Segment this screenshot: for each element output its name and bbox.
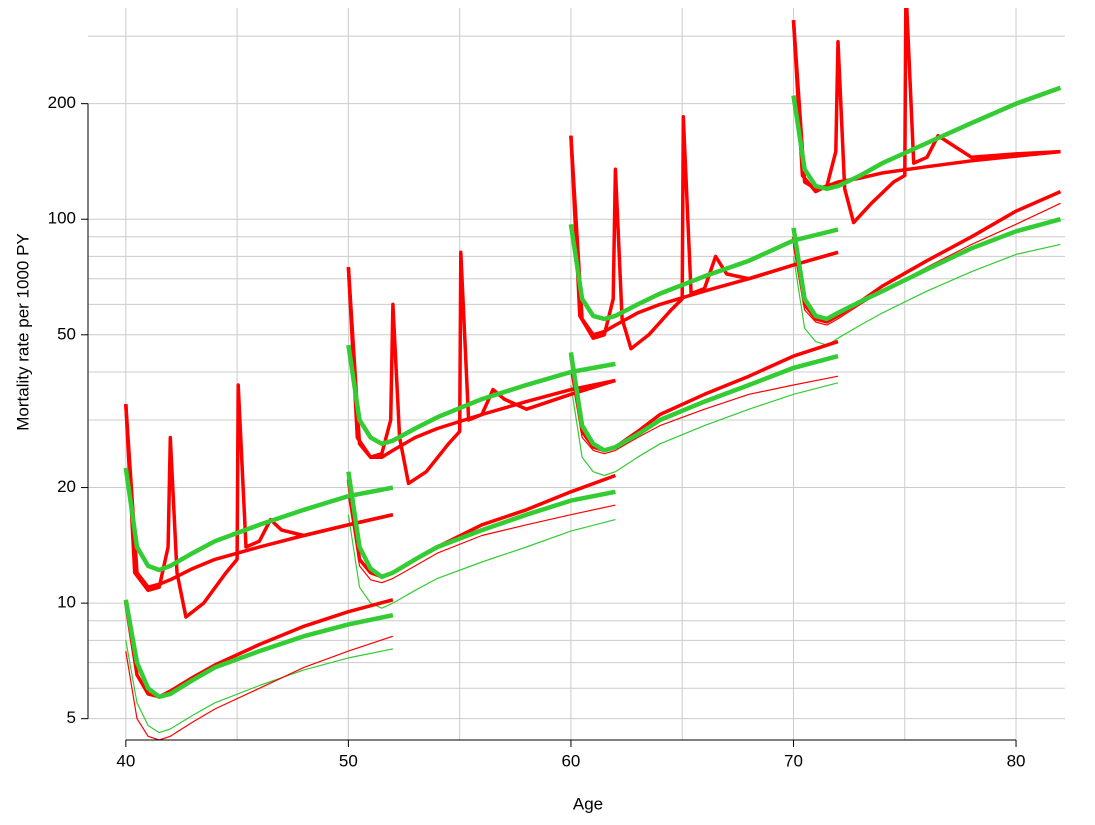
series-line	[568, 223, 839, 322]
series-line	[346, 344, 616, 447]
series-line	[124, 383, 394, 619]
x-tick-label: 40	[116, 751, 135, 770]
series-line	[792, 202, 1061, 326]
x-tick-label: 60	[561, 751, 580, 770]
series-line	[347, 514, 616, 609]
series-line	[347, 496, 616, 584]
y-tick-label: 100	[48, 209, 76, 228]
series-line	[123, 467, 394, 573]
y-tick-label: 5	[67, 708, 76, 727]
series-line	[568, 352, 839, 453]
axes: 40 50 60 70 80 5 10 20 50 100 200	[48, 93, 1026, 770]
series-line	[791, 20, 1061, 191]
x-tick-label: 50	[339, 751, 358, 770]
y-tick-label: 50	[57, 324, 76, 343]
series-line	[346, 471, 616, 580]
y-tick-label: 10	[57, 593, 76, 612]
series-line	[125, 640, 394, 734]
x-tick-label: 80	[1007, 751, 1026, 770]
series-line	[124, 403, 394, 589]
series-line	[346, 250, 616, 486]
lines	[123, 8, 1062, 740]
series-line	[125, 635, 394, 740]
series-line	[569, 339, 839, 453]
series-line	[791, 85, 1062, 192]
x-axis-label: Age	[573, 794, 603, 813]
y-tick-label: 200	[48, 93, 76, 112]
x-tick-label: 70	[784, 751, 803, 770]
series-line	[570, 382, 839, 477]
y-axis-label: Mortality rate per 1000 PY	[13, 233, 32, 430]
series-line	[124, 598, 394, 699]
series-line	[569, 114, 839, 351]
y-tick-label: 20	[57, 477, 76, 496]
series-line	[791, 217, 1062, 322]
series-line	[792, 243, 1061, 346]
series-line	[346, 267, 616, 459]
series-line	[569, 135, 839, 337]
grid	[88, 8, 1065, 740]
series-line	[123, 599, 394, 700]
series-line	[570, 371, 839, 455]
